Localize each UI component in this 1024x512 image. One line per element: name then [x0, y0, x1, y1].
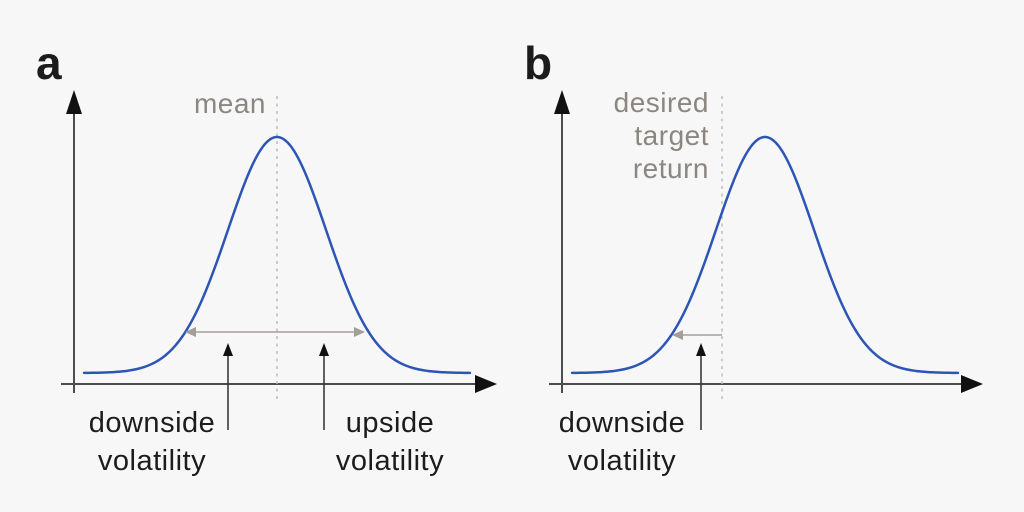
upside-volatility-label-line2: volatility — [336, 445, 444, 477]
panel-b-label: b — [524, 37, 553, 89]
y-axis-arrowhead-icon — [66, 90, 82, 114]
x-axis-arrowhead-icon — [475, 375, 497, 393]
panel-a: a mean downside volatility upside v — [36, 37, 497, 477]
desired-target-return-label-line2: target — [634, 120, 709, 151]
downside-pointer-head-icon — [696, 343, 706, 356]
distribution-curve — [570, 135, 960, 375]
downside-volatility-label-line1: downside — [559, 407, 686, 439]
downside-pointer-head-icon — [223, 343, 233, 356]
distribution-curve — [82, 135, 472, 375]
mean-label: mean — [194, 88, 266, 119]
spread-arrow-left-head-icon — [185, 327, 196, 337]
upside-pointer-arrow — [319, 343, 329, 430]
downside-spread-arrow — [672, 330, 722, 340]
spread-arrow-right-head-icon — [354, 327, 365, 337]
downside-volatility-label-line2: volatility — [568, 445, 676, 477]
panel-a-label: a — [36, 37, 62, 89]
desired-target-return-label-line1: desired — [614, 87, 709, 118]
panel-b: b desired target return downside volatil… — [524, 37, 983, 477]
downside-pointer-arrow — [223, 343, 233, 430]
upside-pointer-head-icon — [319, 343, 329, 356]
volatility-spread-arrow — [185, 327, 365, 337]
downside-pointer-arrow — [696, 343, 706, 430]
upside-volatility-label-line1: upside — [346, 407, 434, 439]
downside-volatility-label-line1: downside — [89, 407, 216, 439]
downside-spread-arrow-head-icon — [672, 330, 683, 340]
downside-volatility-label-line2: volatility — [98, 445, 206, 477]
y-axis-arrowhead-icon — [554, 90, 570, 114]
desired-target-return-label-line3: return — [633, 153, 709, 184]
x-axis-arrowhead-icon — [961, 375, 983, 393]
